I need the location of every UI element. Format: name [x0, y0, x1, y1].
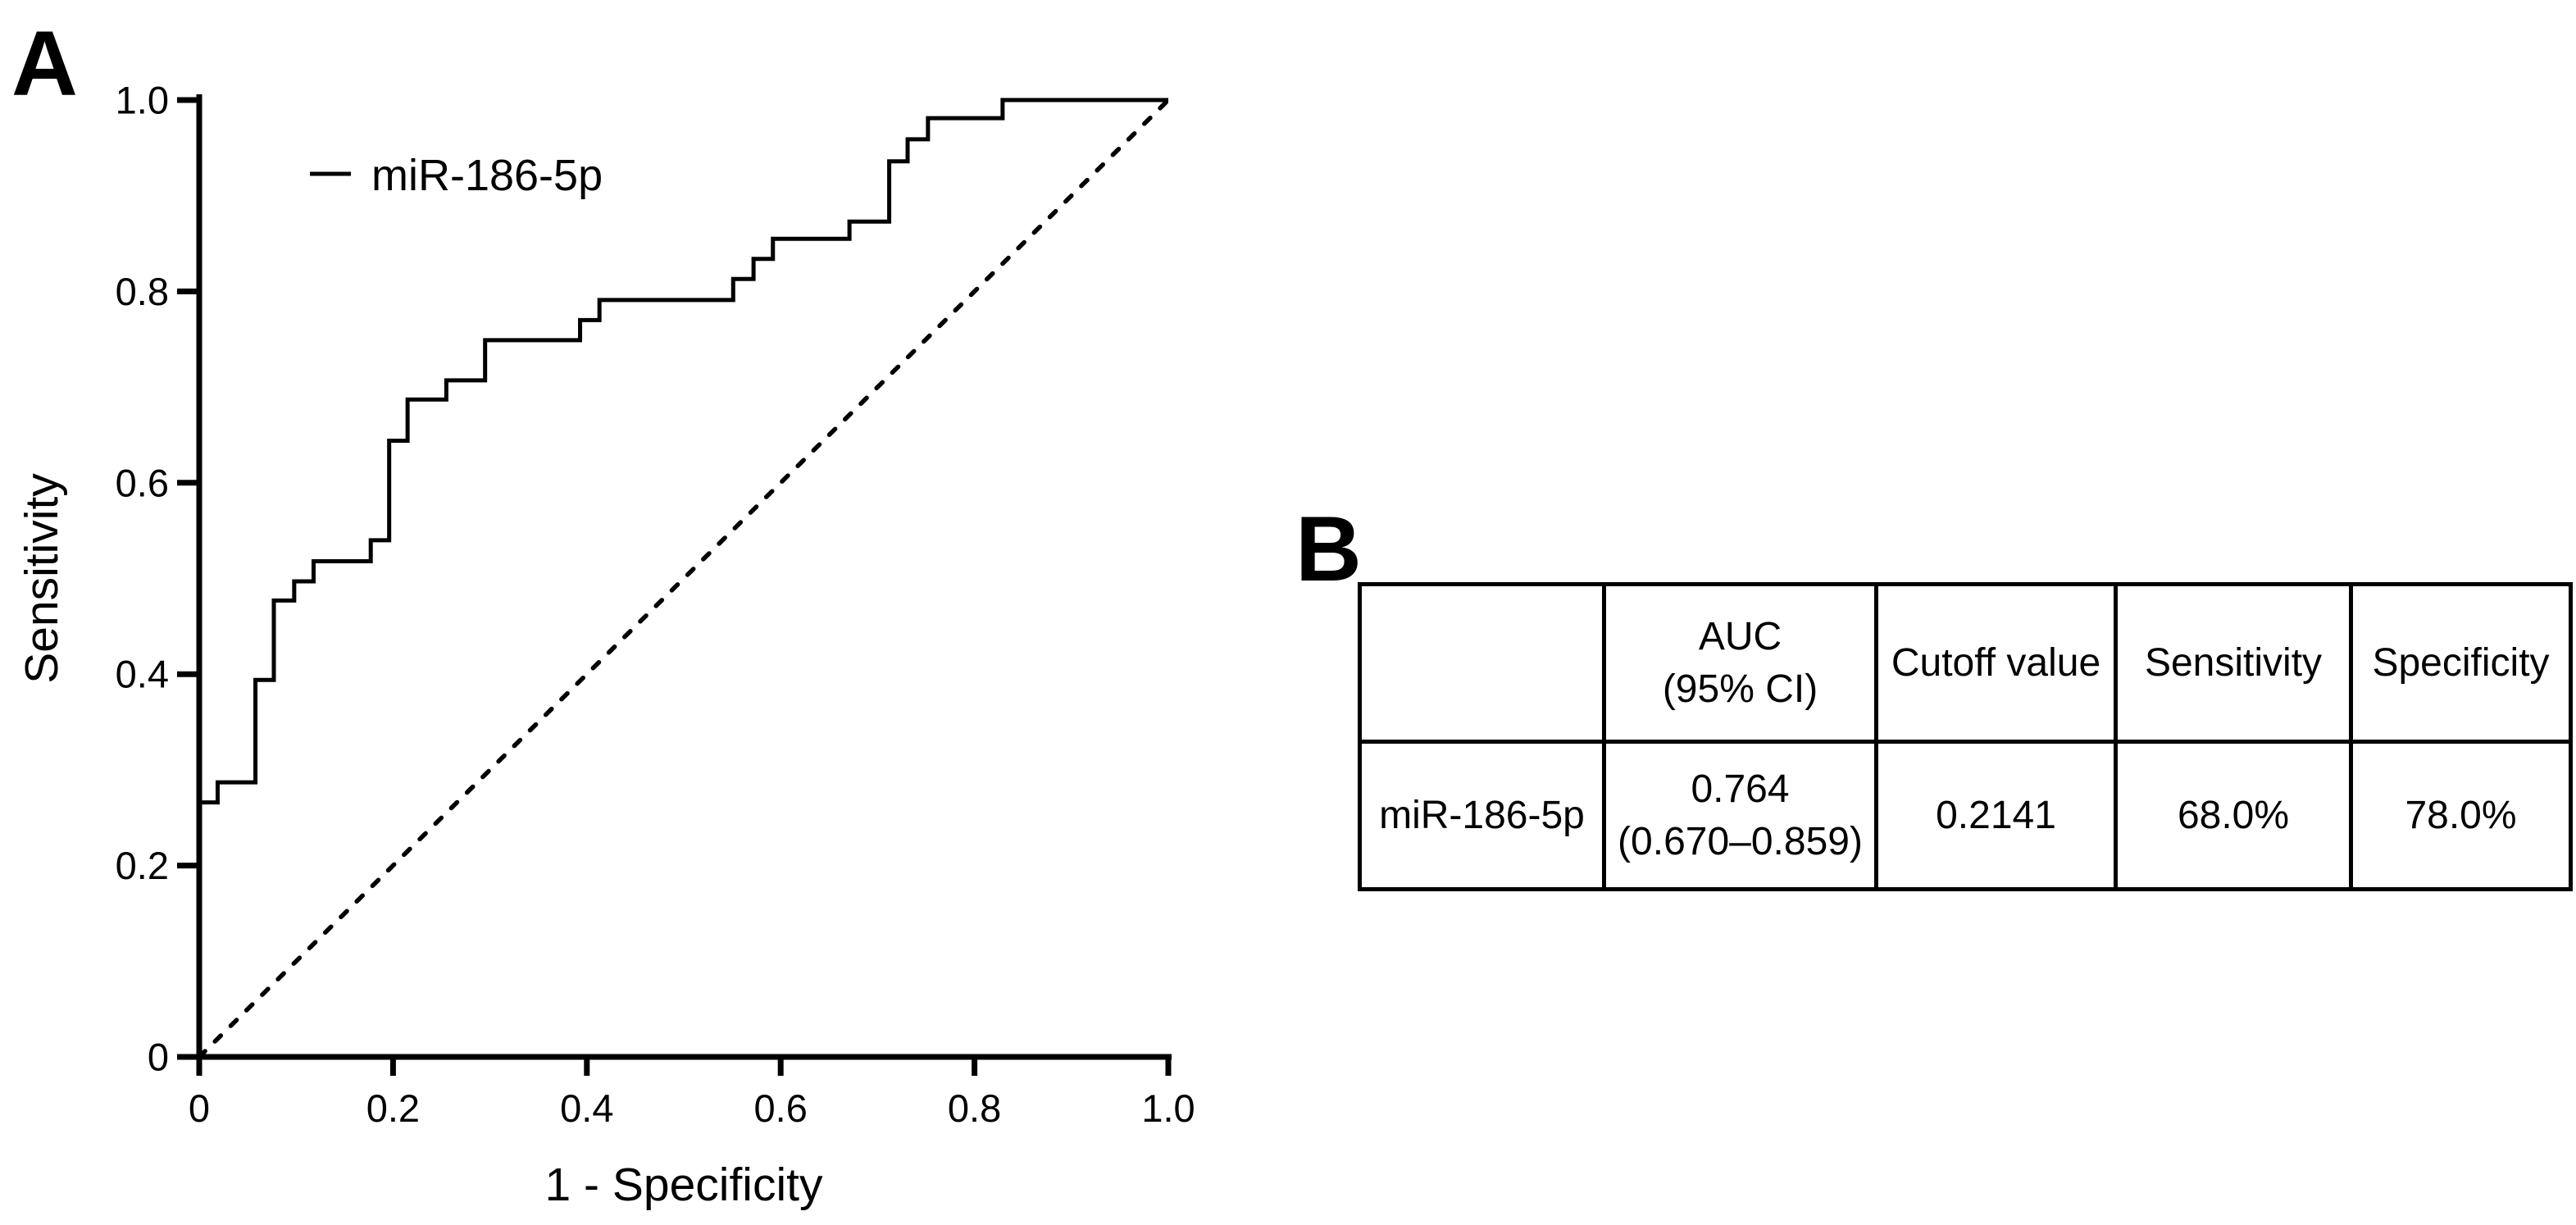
table-header-row: AUC (95% CI) Cutoff value Sensitivity Sp… [1358, 582, 2573, 744]
table-row: miR-186-5p 0.764 (0.670–0.859) 0.2141 68… [1358, 740, 2573, 891]
y-tick-label: 0.2 [116, 844, 169, 887]
cell-specificity: 78.0% [2349, 740, 2573, 891]
x-tick-label: 0.6 [754, 1086, 808, 1130]
cell-sensitivity: 68.0% [2114, 740, 2353, 891]
legend: miR-186-5p [310, 151, 603, 200]
x-tick-label: 1.0 [1141, 1086, 1195, 1130]
x-tick-label: 0.4 [560, 1086, 613, 1130]
header-specificity: Specificity [2349, 582, 2573, 744]
header-auc: AUC (95% CI) [1602, 582, 1878, 744]
x-axis-title: 1 - Specificity [545, 1159, 823, 1211]
y-tick-labels: 0 0.2 0.4 0.6 0.8 1.0 [116, 79, 169, 1079]
header-sensitivity: Sensitivity [2114, 582, 2353, 744]
tick-marks [177, 97, 1172, 1076]
y-tick-label: 0 [148, 1036, 169, 1079]
metrics-table: AUC (95% CI) Cutoff value Sensitivity Sp… [1358, 582, 2573, 891]
x-tick-label: 0.8 [948, 1086, 1001, 1130]
cell-marker-name: miR-186-5p [1358, 740, 1606, 891]
x-tick-label: 0 [189, 1086, 210, 1130]
y-tick-label: 1.0 [116, 79, 169, 122]
roc-chart: 0 0.2 0.4 0.6 0.8 1.0 0 0.2 0.4 0.6 0.8 1.0 Sensitiv… [16, 79, 1195, 1212]
x-tick-labels: 0 0.2 0.4 0.6 0.8 1.0 [189, 1086, 1195, 1130]
y-tick-label: 0.6 [116, 461, 169, 504]
y-tick-label: 0.4 [116, 653, 169, 696]
cell-auc: 0.764 (0.670–0.859) [1602, 740, 1878, 891]
y-tick-label: 0.8 [116, 270, 169, 313]
y-axis-title: Sensitivity [16, 473, 68, 684]
panel-b-label: B [1295, 498, 1362, 600]
chance-diagonal [197, 98, 1171, 1059]
header-cutoff: Cutoff value [1874, 582, 2118, 744]
header-empty [1358, 582, 1606, 744]
legend-label: miR-186-5p [371, 151, 603, 200]
x-tick-label: 0.2 [366, 1086, 420, 1130]
roc-curve [197, 98, 1168, 1057]
cell-cutoff: 0.2141 [1874, 740, 2118, 891]
panel-a-label: A [11, 12, 78, 115]
